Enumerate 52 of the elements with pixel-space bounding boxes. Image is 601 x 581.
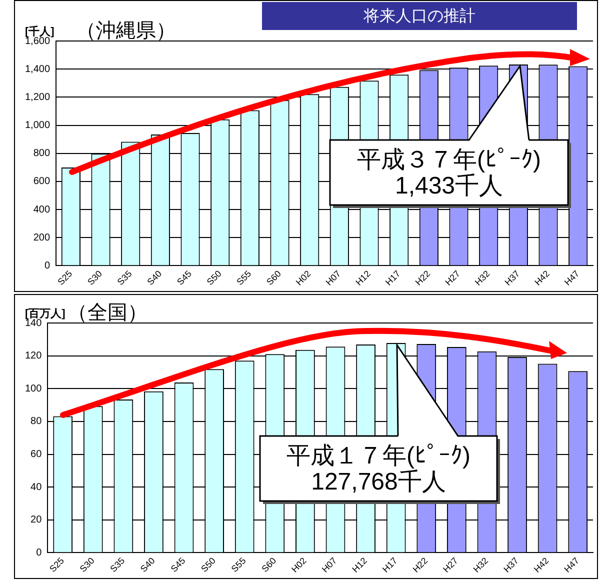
y-tick-label: 0 xyxy=(36,547,42,558)
y-tick-label: 1,000 xyxy=(24,120,50,132)
x-tick-label: H02 xyxy=(294,268,313,288)
x-tick-label: S25 xyxy=(48,556,66,574)
x-tick-label: S60 xyxy=(264,268,283,288)
x-tick-label: H12 xyxy=(354,268,372,288)
y-tick-label: 0 xyxy=(44,260,50,272)
y-tick-label: 60 xyxy=(30,449,42,460)
y-tick-label: 40 xyxy=(30,482,42,493)
speech-bubble: 平成１７年(ﾋﾟｰｸ) 127,768千人 xyxy=(259,342,500,504)
y-tick-label: 1,600 xyxy=(24,36,50,47)
x-tick-label: S45 xyxy=(175,268,194,288)
x-tick-label: S40 xyxy=(138,556,157,574)
x-tick-label: S60 xyxy=(260,556,278,574)
x-tick-label: H22 xyxy=(410,556,430,574)
y-tick-label: 600 xyxy=(33,176,50,188)
x-tick-label: S45 xyxy=(168,556,188,574)
x-tick-label: S30 xyxy=(78,556,96,574)
x-tick-label: H32 xyxy=(471,556,490,574)
x-tick-label: H42 xyxy=(532,556,551,574)
x-tick-label: H02 xyxy=(290,556,308,574)
x-tick-label: H42 xyxy=(532,268,552,288)
x-tick-label: S40 xyxy=(145,268,164,288)
y-tick-label: 20 xyxy=(30,514,42,526)
x-tick-label: S55 xyxy=(234,268,254,288)
chart-subtitle: （沖縄県） xyxy=(76,20,176,42)
y-axis-title: [千人] xyxy=(25,25,55,38)
chart-title: （全国） xyxy=(68,302,148,324)
annotation: 平成１７年(ﾋﾟｰｸ) 127,768千人 xyxy=(286,442,470,496)
x-tick-label: S50 xyxy=(204,268,224,288)
speech-bubble: 平成３７年(ﾋﾟｰｸ) 1,433千人 xyxy=(329,64,571,208)
x-tick-label: H32 xyxy=(473,268,492,288)
y-tick-label: 400 xyxy=(33,204,50,216)
x-tick-label: S50 xyxy=(199,556,218,574)
y-tick-label: 100 xyxy=(24,383,42,394)
x-tick-label: H12 xyxy=(350,556,369,574)
annotation: 平成３７年(ﾋﾟｰｸ) 1,433千人 xyxy=(357,146,541,200)
y-tick-label: 80 xyxy=(30,416,42,428)
x-tick-label: S30 xyxy=(86,268,104,288)
y-tick-label: 200 xyxy=(33,232,50,244)
y-tick-label: 1,400 xyxy=(24,64,50,75)
y-tick-label: 120 xyxy=(24,350,42,362)
x-tick-label: S25 xyxy=(56,268,74,288)
y-tick-label: 140 xyxy=(24,318,42,329)
y-tick-label: 800 xyxy=(33,148,50,160)
chart-title: 将来人口の推計 xyxy=(262,2,577,30)
x-tick-label: H22 xyxy=(413,268,432,288)
x-tick-label: S35 xyxy=(115,268,134,288)
x-tick-label: S35 xyxy=(108,556,127,574)
x-tick-label: S55 xyxy=(229,556,248,574)
y-tick-label: 1,200 xyxy=(24,92,50,103)
y-axis-title: [百万人] xyxy=(25,308,66,320)
